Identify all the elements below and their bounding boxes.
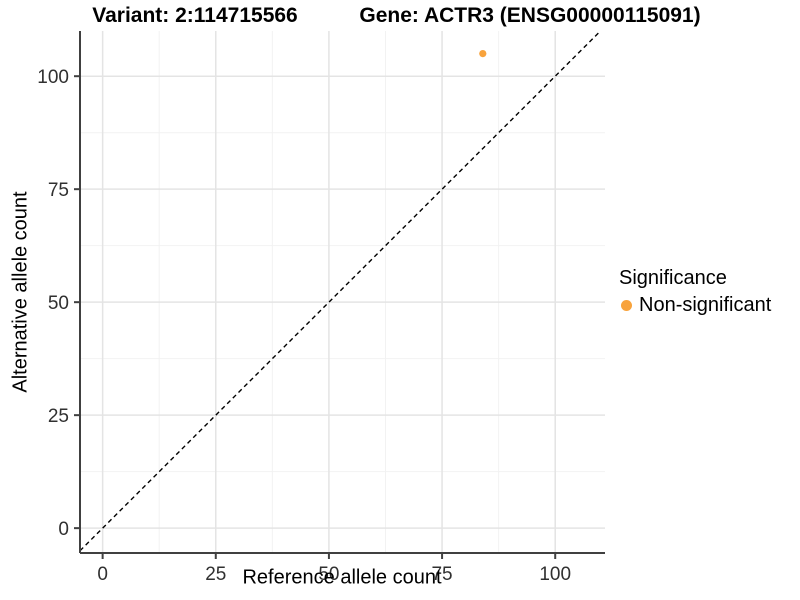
- x-axis-label: Reference allele count: [242, 566, 442, 589]
- identity-dashed-line: [79, 30, 601, 552]
- panel-background: [80, 31, 605, 553]
- y-tick-label: 100: [37, 67, 69, 88]
- x-tick-label: 0: [97, 564, 108, 585]
- y-tick-label: 50: [48, 293, 69, 314]
- plot-title-variant: Variant: 2:114715566: [92, 4, 298, 27]
- x-tick-label: 50: [318, 564, 339, 585]
- y-tick-label: 75: [48, 180, 69, 201]
- y-tick-label: 0: [58, 519, 69, 540]
- legend: Significance Non-significant: [619, 266, 771, 317]
- x-tick-label: 100: [539, 564, 571, 585]
- y-axis-label: Alternative allele count: [9, 191, 32, 393]
- legend-title: Significance: [619, 267, 727, 289]
- legend-key-dot: [621, 299, 632, 311]
- x-tick-label: 25: [205, 564, 226, 585]
- plot-title-gene: Gene: ACTR3 (ENSG00000115091): [359, 4, 701, 27]
- legend-item-non-significant: Non-significant: [619, 293, 771, 317]
- data-point: [479, 49, 487, 58]
- legend-item-label: Non-significant: [639, 294, 772, 316]
- x-tick-label: 75: [431, 564, 452, 585]
- y-tick-label: 25: [48, 406, 69, 427]
- plot-panel: 0 25 50 75 100 0 25 50 75 100: [37, 30, 605, 585]
